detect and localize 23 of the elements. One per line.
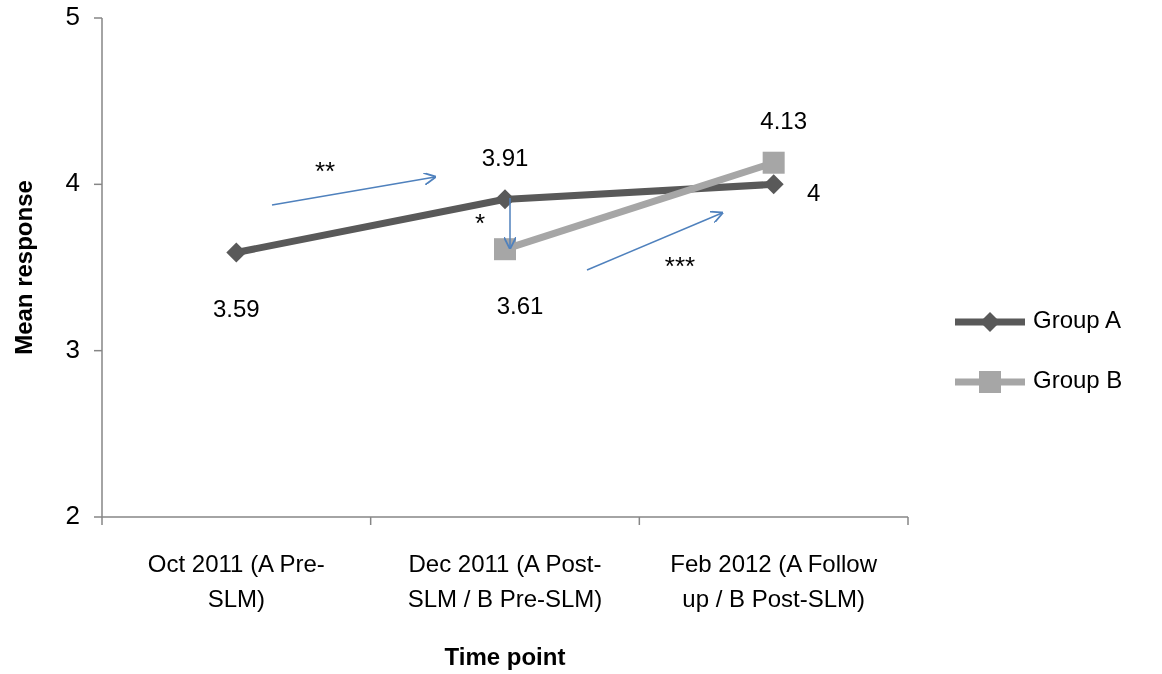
x-tick-label: Dec 2011 (A Post-SLM / B Pre-SLM) <box>407 550 603 612</box>
legend-label: Group A <box>1033 306 1122 334</box>
data-label: 3.59 <box>212 294 260 322</box>
x-axis-title: Time point <box>444 643 566 670</box>
data-label: 4 <box>806 178 821 206</box>
y-axis-title: Mean response <box>10 180 37 355</box>
y-tick-label: 3 <box>65 333 80 364</box>
annotation: * <box>474 208 486 238</box>
y-tick-label: 2 <box>65 499 80 530</box>
y-tick-label: 5 <box>65 0 80 31</box>
data-label: 3.61 <box>496 291 544 319</box>
annotation: *** <box>664 251 696 281</box>
legend-label: Group B <box>1033 366 1123 394</box>
y-tick-label: 4 <box>65 167 80 198</box>
x-tick-label: Oct 2011 (A Pre-SLM) <box>147 550 325 612</box>
x-tick-label: Feb 2012 (A Follow up / B Post-SLM) <box>670 550 878 612</box>
point <box>226 242 247 263</box>
point <box>495 189 515 210</box>
annotation: ** <box>314 156 336 186</box>
data-label: 4.13 <box>760 107 808 135</box>
point <box>762 151 785 174</box>
data-label: 3.91 <box>481 143 529 171</box>
point <box>763 174 784 195</box>
